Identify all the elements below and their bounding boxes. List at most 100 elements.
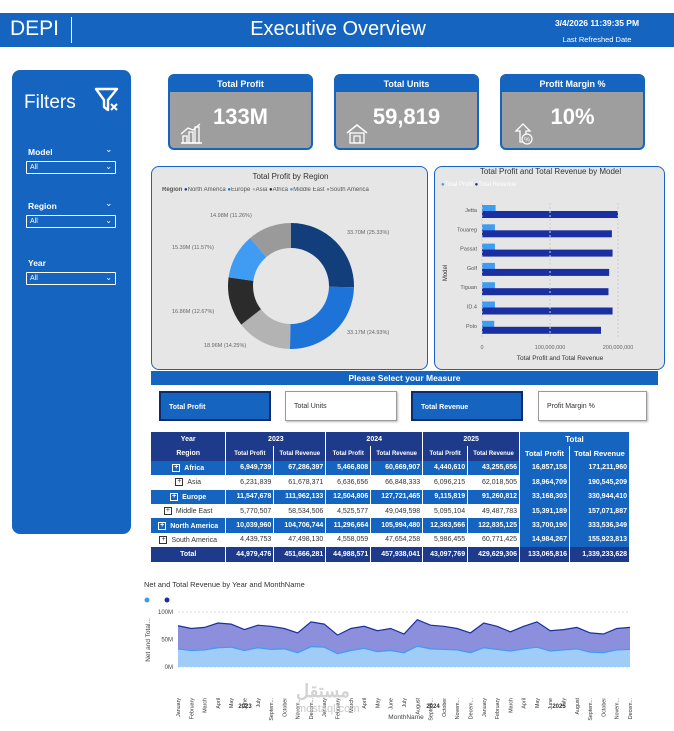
bar-total-profit [482, 320, 495, 328]
value-cell: 6,096,215 [422, 475, 469, 490]
total-value-cell: 457,938,041 [370, 547, 424, 562]
col-total-revenue[interactable]: Total Revenue [273, 446, 327, 461]
total-row-label: Total [151, 547, 227, 562]
category-label: Golf [467, 266, 478, 272]
legend-dot-icon: ● [287, 187, 294, 193]
legend-item[interactable]: Asia [255, 187, 268, 193]
x-tick-label: Decem... [468, 698, 474, 719]
region-cell[interactable]: + Africa [151, 460, 227, 476]
total-header[interactable]: Total [519, 432, 630, 447]
x-tick-label: June [548, 698, 554, 710]
x-tick-label: April [362, 698, 368, 709]
table-row[interactable]: + Africa 6,949,739 67,286,397 5,466,808 60,66… [151, 460, 631, 476]
x-tick-label: July [562, 698, 568, 708]
filter-select-region[interactable]: All ⌄ [26, 215, 116, 228]
year-header[interactable]: 2025 [422, 432, 521, 447]
table-row[interactable]: + Asia 6,231,839 61,678,371 6,636,656 66,848,… [151, 475, 631, 490]
chevron-down-icon: ⌄ [105, 162, 112, 171]
region-cell[interactable]: + Europe [151, 489, 227, 504]
filter-select-model[interactable]: All ⌄ [26, 161, 116, 174]
measure-button-total-profit[interactable]: Total Profit [159, 391, 271, 421]
expand-icon[interactable]: + [159, 535, 168, 544]
x-tick-label: Decem... [309, 698, 315, 719]
x-axis-label: Total Profit and Total Revenue [517, 355, 604, 362]
total-value-cell: 44,988,571 [325, 547, 372, 562]
col-total-revenue[interactable]: Total Revenue [370, 446, 424, 461]
value-cell: 111,962,133 [273, 489, 327, 504]
table-row[interactable]: + South America 4,439,753 47,498,130 4,558,0… [151, 532, 631, 548]
bar-chart-icon [180, 123, 202, 144]
donut-slice [291, 223, 354, 288]
measure-button-total-units[interactable]: Total Units [285, 391, 397, 421]
region-name: Europe [182, 493, 207, 501]
x-tick-label: October [282, 698, 288, 717]
bar-total-profit [482, 224, 495, 232]
value-cell: 5,770,507 [225, 503, 275, 519]
value-cell: 9,115,819 [422, 489, 469, 504]
region-cell[interactable]: + North America [151, 518, 227, 533]
legend-dot-icon: ● [267, 187, 273, 193]
value-cell: 10,039,960 [225, 518, 275, 533]
chevron-down-icon[interactable]: ⌄ [105, 144, 113, 154]
value-cell: 91,260,812 [467, 489, 521, 504]
expand-icon[interactable]: + [163, 507, 172, 516]
col-total-revenue[interactable]: Total Revenue [467, 446, 521, 461]
x-tick-label: 100,000,000 [535, 345, 566, 351]
legend-item[interactable]: Africa [272, 187, 288, 193]
year-header[interactable]: 2024 [325, 432, 424, 447]
bar-total-profit [482, 205, 496, 212]
region-cell[interactable]: + Middle East [151, 503, 227, 519]
legend-item[interactable]: South America [329, 187, 369, 193]
x-tick-label: October [442, 698, 448, 717]
expand-icon[interactable]: + [170, 492, 179, 501]
value-cell: 6,231,839 [225, 475, 275, 490]
expand-icon[interactable]: + [158, 521, 167, 530]
bar-total-profit [482, 301, 495, 309]
x-tick-label: July [256, 698, 262, 708]
x-tick-label: 0 [480, 345, 483, 351]
year-label: 2025 [552, 704, 566, 710]
value-cell: 15,391,189 [519, 503, 570, 519]
kpi-card-profit-margin: Profit Margin % 10% % [500, 74, 645, 150]
y-tick-label: 50M [161, 638, 173, 644]
col-total-revenue[interactable]: Total Revenue [569, 446, 631, 461]
value-cell: 67,286,397 [273, 460, 327, 476]
table-row[interactable]: + North America 10,039,960 104,706,744 11,29… [151, 518, 631, 533]
region-cell[interactable]: + South America [151, 532, 227, 548]
filter-value-region: All [30, 218, 38, 225]
col-total-profit[interactable]: Total Profit [422, 446, 469, 461]
table-row[interactable]: + Middle East 5,770,507 58,534,506 4,525,577… [151, 503, 631, 519]
bar-total-profit [482, 262, 495, 270]
filter-select-year[interactable]: All ⌄ [26, 272, 116, 285]
col-total-profit[interactable]: Total Profit [519, 446, 570, 461]
value-cell: 104,706,744 [273, 518, 327, 533]
expand-icon[interactable]: + [172, 463, 181, 472]
region-cell[interactable]: + Asia [151, 475, 227, 490]
chart-title: Total Profit and Total Revenue by Model [479, 167, 622, 176]
y-axis-label: Model [443, 265, 449, 281]
value-cell: 330,944,410 [569, 489, 631, 504]
category-label: Touareg [457, 227, 477, 233]
value-cell: 4,525,577 [325, 503, 372, 519]
chevron-down-icon[interactable]: ⌄ [105, 198, 113, 208]
bar-total-revenue [482, 230, 612, 238]
region-name: Africa [184, 464, 205, 472]
expand-icon[interactable]: + [175, 478, 184, 487]
slice-label: 16.86M (12.67%) [172, 309, 214, 315]
legend-item[interactable]: Europe [230, 187, 251, 193]
measure-button-total-revenue[interactable]: Total Revenue [411, 391, 523, 421]
legend-dot-icon: ● [250, 187, 256, 193]
col-total-profit[interactable]: Total Profit [225, 446, 275, 461]
value-cell: 11,547,678 [225, 489, 275, 504]
area-chart: 100M 50M 0M Net and Total... January February… [144, 597, 634, 721]
col-total-profit[interactable]: Total Profit [325, 446, 372, 461]
kpi-value: 10% [550, 104, 595, 129]
legend-item[interactable]: Middle East [293, 187, 325, 193]
measure-button-profit-margin[interactable]: Profit Margin % [538, 391, 647, 421]
bar-total-revenue [482, 326, 601, 334]
slice-label: 33.17M (24.93%) [347, 330, 389, 336]
year-header[interactable]: 2023 [225, 432, 327, 447]
x-tick-label: Septem... [429, 698, 435, 721]
table-row[interactable]: + Europe 11,547,678 111,962,133 12,504,806 12… [151, 489, 631, 504]
legend-item[interactable]: North America [187, 187, 226, 193]
